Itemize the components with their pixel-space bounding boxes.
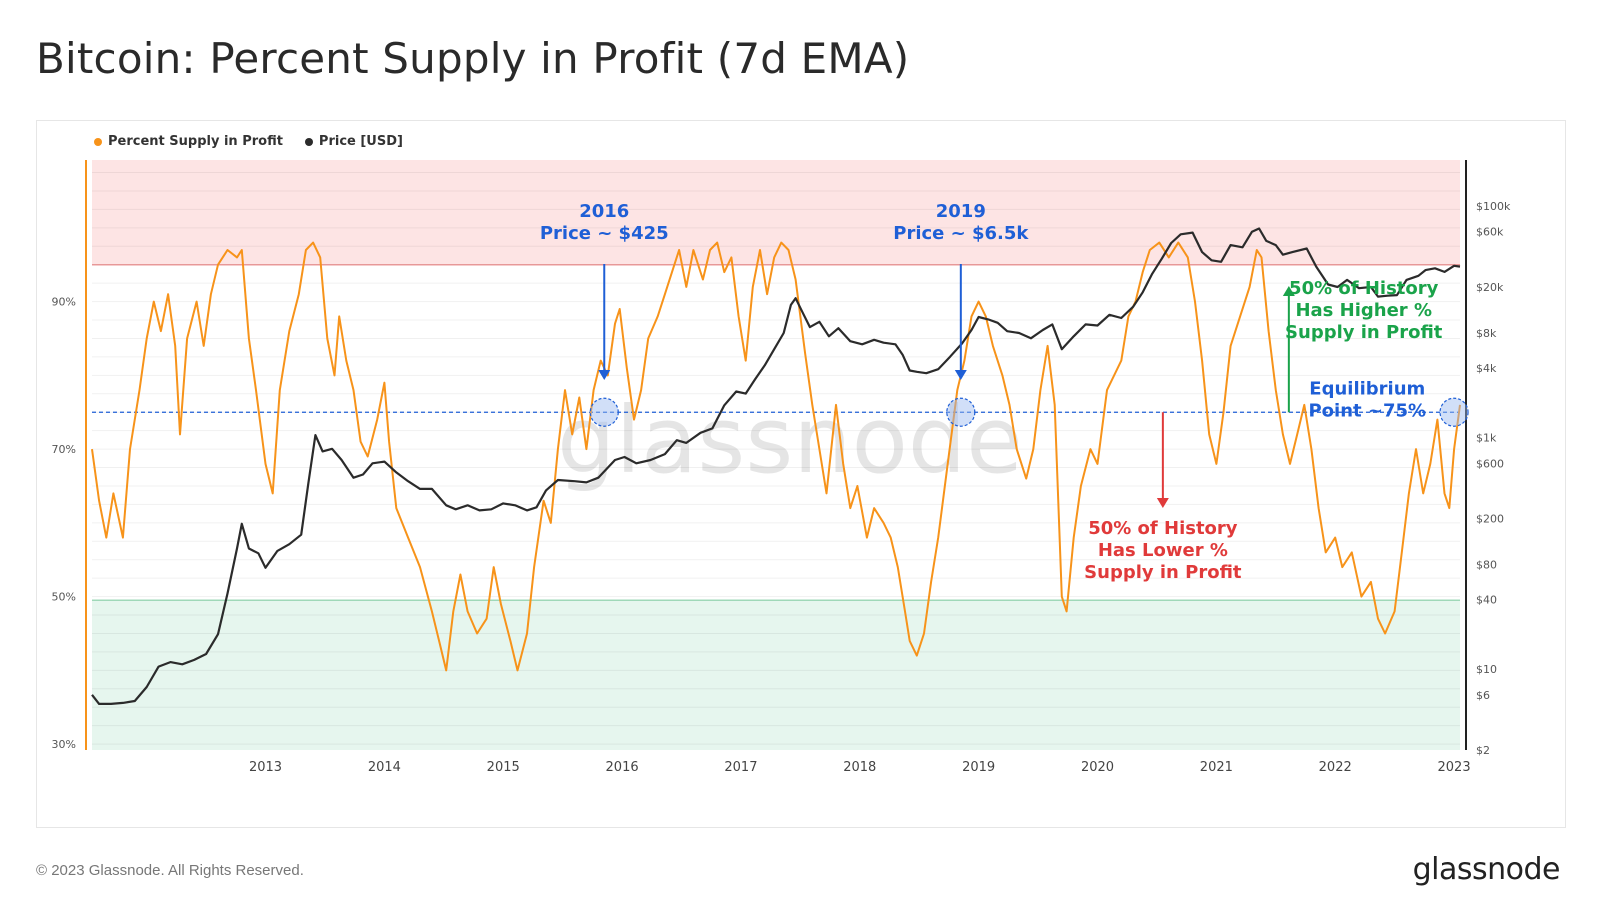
- y-right-tick-label: $10: [1476, 663, 1497, 676]
- y-right-tick-label: $80: [1476, 559, 1497, 572]
- marker-2019: [946, 397, 976, 427]
- y-left-tick-label: 90%: [52, 296, 76, 309]
- label-higher-line: Has Higher %: [1295, 300, 1432, 321]
- series-line-supply: [91, 241, 1461, 672]
- y-left-tick-label: 50%: [52, 591, 76, 604]
- legend-dot-price: [304, 137, 313, 146]
- x-tick-label: 2023: [1438, 760, 1471, 775]
- arrow-lower-head: [1156, 498, 1169, 508]
- label-2016-line: 2016: [579, 201, 629, 222]
- legend-item-price[interactable]: Price [USD]: [304, 134, 403, 149]
- x-tick-label: 2018: [843, 760, 876, 775]
- lower-zone: [92, 600, 1460, 750]
- x-tick-label: 2014: [368, 760, 401, 775]
- label-higher-line: Supply in Profit: [1285, 322, 1443, 343]
- marker-2016: [589, 397, 619, 427]
- y-right-tick-label: $4k: [1476, 362, 1497, 375]
- chart-legend: Percent Supply in Profit Price [USD]: [94, 134, 403, 149]
- x-tick-label: 2017: [724, 760, 757, 775]
- y-right-tick-label: $200: [1476, 512, 1504, 525]
- label-2019-line: 2019: [936, 201, 986, 222]
- label-2019-line: Price ~ $6.5k: [893, 223, 1029, 244]
- marker-2023: [1439, 397, 1469, 427]
- legend-label-price: Price [USD]: [318, 134, 403, 149]
- upper-zone: [92, 160, 1460, 265]
- legend-item-supply[interactable]: Percent Supply in Profit: [94, 134, 283, 149]
- arrow-higher-head: [1282, 286, 1295, 296]
- brand-logo: glassnode: [1412, 852, 1561, 887]
- y-right-tick-label: $100k: [1476, 200, 1511, 213]
- x-tick-label: 2020: [1081, 760, 1114, 775]
- y-right-tick-label: $60k: [1476, 226, 1504, 239]
- legend-label-supply: Percent Supply in Profit: [108, 134, 283, 149]
- x-tick-label: 2019: [962, 760, 995, 775]
- label-equilibrium-line: Point ~75%: [1308, 401, 1426, 422]
- y-right-tick-label: $600: [1476, 457, 1504, 470]
- y-right-tick-label: $20k: [1476, 281, 1504, 294]
- grid-layer: [92, 172, 1460, 745]
- arrow-2019-head: [954, 370, 967, 380]
- y-right-tick-label: $1k: [1476, 432, 1497, 445]
- label-equilibrium-line: Equilibrium: [1309, 379, 1425, 400]
- series-line-price: [91, 227, 1461, 705]
- x-tick-label: 2021: [1200, 760, 1233, 775]
- label-2016-line: Price ~ $425: [540, 223, 669, 244]
- copyright-footer: © 2023 Glassnode. All Rights Reserved.: [36, 862, 304, 879]
- label-higher-line: 50% of History: [1289, 278, 1439, 299]
- label-lower-line: Has Lower %: [1098, 540, 1228, 561]
- label-lower-line: Supply in Profit: [1084, 562, 1242, 583]
- y-left-tick-label: 70%: [52, 443, 76, 456]
- y-right-tick-label: $2: [1476, 744, 1490, 757]
- zones-layer: [92, 160, 1460, 750]
- x-tick-label: 2022: [1319, 760, 1352, 775]
- y-right-tick-label: $6: [1476, 689, 1490, 702]
- label-lower-line: 50% of History: [1088, 518, 1238, 539]
- series-layer: [91, 227, 1461, 705]
- axes-layer: 90% 70% 50% 30% $100k $60k $20k $8k $4k $1k $600 $2…: [52, 160, 1511, 775]
- x-tick-label: 2015: [487, 760, 520, 775]
- y-left-tick-label: 30%: [52, 738, 76, 751]
- y-right-tick-label: $40: [1476, 593, 1497, 606]
- arrow-2016-head: [598, 370, 611, 380]
- x-tick-label: 2013: [249, 760, 282, 775]
- y-right-tick-label: $8k: [1476, 327, 1497, 340]
- chart-title: Bitcoin: Percent Supply in Profit (7d EM…: [36, 34, 910, 83]
- legend-dot-supply: [94, 137, 102, 146]
- x-tick-label: 2016: [606, 760, 639, 775]
